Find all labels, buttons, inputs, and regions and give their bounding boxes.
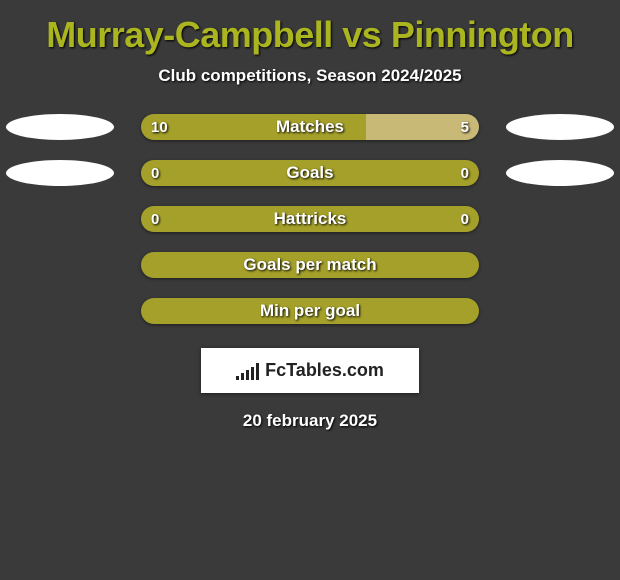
stat-bar: Goals0 0: [141, 160, 479, 186]
player-right-ellipse: [506, 160, 614, 186]
stat-value-left: 10: [151, 114, 168, 140]
stat-row: Matches10 5: [0, 114, 620, 140]
stat-bar: Matches10 5: [141, 114, 479, 140]
stat-label: Matches: [141, 114, 479, 140]
logo-text: FcTables.com: [236, 360, 384, 381]
logo-label: FcTables.com: [265, 360, 384, 381]
stat-value-left: 0: [151, 160, 159, 186]
player-left-ellipse: [6, 114, 114, 140]
stat-value-left: 0: [151, 206, 159, 232]
date-text: 20 february 2025: [0, 411, 620, 431]
stat-row: Goals0 0: [0, 160, 620, 186]
fctables-logo: FcTables.com: [201, 348, 419, 393]
page-title: Murray-Campbell vs Pinnington: [0, 8, 620, 60]
stat-row: Goals per match: [0, 252, 620, 278]
stat-bar: Min per goal: [141, 298, 479, 324]
stat-label: Goals per match: [141, 252, 479, 278]
stat-bar: Hattricks0 0: [141, 206, 479, 232]
stat-rows: Matches105Goals00Hattricks00Goals per ma…: [0, 114, 620, 324]
player-right-ellipse: [506, 114, 614, 140]
stat-row: Min per goal: [0, 298, 620, 324]
stat-value-right: 5: [461, 114, 469, 140]
stat-label: Goals: [141, 160, 479, 186]
stat-value-right: 0: [461, 206, 469, 232]
stat-label: Min per goal: [141, 298, 479, 324]
stat-bar: Goals per match: [141, 252, 479, 278]
stat-row: Hattricks0 0: [0, 206, 620, 232]
stat-label: Hattricks: [141, 206, 479, 232]
comparison-infographic: Murray-Campbell vs Pinnington Club compe…: [0, 0, 620, 431]
stat-value-right: 0: [461, 160, 469, 186]
logo-bars-icon: [236, 362, 259, 380]
page-subtitle: Club competitions, Season 2024/2025: [0, 66, 620, 86]
player-left-ellipse: [6, 160, 114, 186]
